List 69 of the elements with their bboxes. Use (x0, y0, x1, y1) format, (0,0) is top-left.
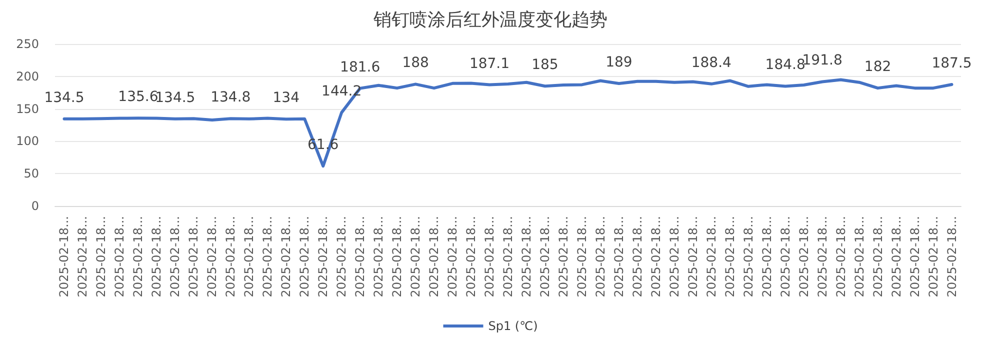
x-tick-label: 2025-02-18... (834, 216, 848, 298)
y-tick-label: 100 (16, 134, 39, 148)
x-tick-label: 2025-02-18... (224, 216, 238, 298)
x-tick-label: 2025-02-18... (778, 216, 792, 298)
x-tick-label: 2025-02-18... (482, 216, 497, 298)
x-tick-label: 2025-02-18... (519, 216, 534, 298)
x-tick-label: 2025-02-18... (612, 216, 626, 298)
x-tick-label: 2025-02-18... (408, 216, 423, 298)
x-tick-label: 2025-02-18... (556, 216, 570, 298)
x-tick-label: 2025-02-18... (815, 216, 830, 298)
data-label: 134.5 (44, 90, 84, 106)
x-tick-label: 2025-02-18... (260, 216, 275, 298)
data-label: 134 (272, 90, 300, 106)
x-tick-label: 2025-02-18... (186, 216, 201, 298)
legend-label: Sp1 (℃) (488, 319, 538, 333)
x-tick-label: 2025-02-18... (94, 216, 108, 298)
x-tick-label: 2025-02-18... (760, 216, 774, 298)
x-tick-label: 2025-02-18... (334, 216, 349, 298)
data-label: 134.8 (210, 90, 251, 106)
data-label: 187.1 (469, 56, 510, 72)
data-label: 188 (402, 55, 429, 72)
x-tick-label: 2025-02-18... (926, 216, 940, 298)
x-tick-label: 2025-02-18... (574, 216, 589, 298)
x-tick-label: 2025-02-18... (889, 216, 904, 298)
x-tick-label: 2025-02-18... (168, 216, 182, 298)
x-tick-label: 2025-02-18... (944, 216, 959, 298)
x-tick-label: 2025-02-18... (242, 216, 256, 298)
x-tick-label: 2025-02-18... (446, 216, 460, 298)
x-tick-label: 2025-02-18... (57, 216, 72, 298)
x-tick-label: 2025-02-18... (150, 216, 164, 298)
x-tick-label: 2025-02-18... (704, 216, 718, 298)
x-tick-label: 2025-02-18... (722, 216, 737, 298)
data-label: 187.5 (932, 56, 972, 72)
data-label: 182 (864, 59, 892, 76)
x-tick-label: 2025-02-18... (538, 216, 552, 298)
x-tick-label: 2025-02-18... (852, 216, 866, 298)
x-tick-label: 2025-02-18... (630, 216, 644, 298)
x-tick-label: 2025-02-18... (908, 216, 922, 298)
y-tick-label: 250 (16, 37, 39, 51)
x-tick-label: 2025-02-18... (298, 216, 312, 298)
x-tick-label: 2025-02-18... (316, 216, 330, 298)
x-tick-label: 2025-02-18... (279, 216, 294, 298)
x-tick-label: 2025-02-18... (390, 216, 404, 298)
x-tick-label: 2025-02-18... (464, 216, 478, 298)
y-tick-label: 150 (16, 102, 39, 116)
chart-title: 销钉喷涂后红外温度变化趋势 (372, 10, 608, 30)
x-tick-label: 2025-02-18... (427, 216, 442, 298)
x-tick-label: 2025-02-18... (372, 216, 386, 298)
x-tick-label: 2025-02-18... (353, 216, 368, 298)
y-tick-label: 0 (31, 199, 39, 213)
data-label: 185 (532, 57, 558, 74)
x-tick-label: 2025-02-18... (593, 216, 608, 298)
x-tick-label: 2025-02-18... (112, 216, 127, 298)
x-tick-label: 2025-02-18... (131, 216, 146, 298)
data-label: 188.4 (691, 54, 732, 71)
x-tick-label: 2025-02-18... (205, 216, 220, 298)
x-tick-label: 2025-02-18... (796, 216, 811, 298)
x-tick-label: 2025-02-18... (76, 216, 90, 298)
x-tick-label: 2025-02-18... (741, 216, 756, 298)
data-label: 184.8 (765, 57, 806, 74)
data-label: 181.6 (340, 59, 380, 76)
x-tick-label: 2025-02-18... (648, 216, 663, 298)
x-tick-label: 2025-02-18... (667, 216, 682, 298)
y-tick-label: 50 (24, 166, 39, 181)
data-label: 189 (606, 54, 632, 71)
x-tick-label: 2025-02-18... (870, 216, 885, 298)
x-tick-label: 2025-02-18... (501, 216, 515, 298)
x-tick-label: 2025-02-18... (686, 216, 700, 298)
y-tick-label: 200 (16, 69, 39, 84)
